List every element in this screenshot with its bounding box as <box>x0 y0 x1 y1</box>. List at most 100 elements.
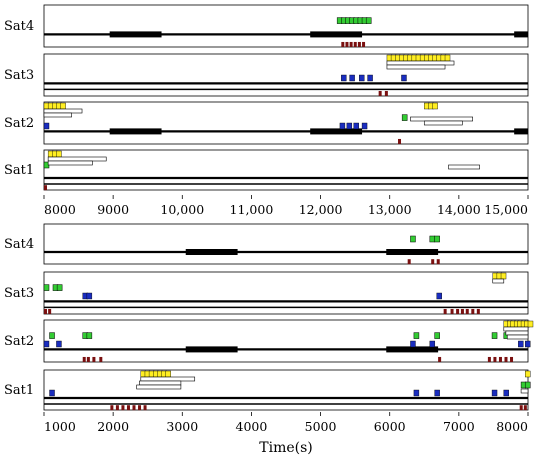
red-marker <box>450 308 454 314</box>
white-bar <box>47 156 107 162</box>
lane-label: Sat3 <box>4 68 34 83</box>
eclipse-bar <box>514 31 528 38</box>
blue-marker <box>349 74 355 82</box>
yellow-marker <box>444 54 451 62</box>
x-tick-label: 13,000 <box>368 202 412 217</box>
eclipse-bar <box>109 128 162 135</box>
red-marker <box>460 308 464 314</box>
yellow-marker <box>525 370 531 378</box>
lane-sat2: Sat2 <box>4 319 534 363</box>
x-tick-label: 7000 <box>443 419 475 434</box>
x-tick-label: 15,000 <box>484 202 528 217</box>
x-tick-label: 8000 <box>496 419 528 434</box>
red-marker <box>523 405 527 411</box>
red-marker <box>362 41 366 47</box>
x-tick-label: 5000 <box>305 419 337 434</box>
red-marker <box>86 356 90 362</box>
red-marker <box>82 356 86 362</box>
eclipse-bar <box>185 249 238 255</box>
x-tick-label: 4000 <box>236 419 268 434</box>
blue-marker <box>346 122 353 130</box>
red-marker <box>384 90 388 96</box>
lane-frame <box>43 319 529 363</box>
blue-marker <box>56 340 62 348</box>
green-marker <box>49 332 55 339</box>
red-marker <box>498 356 502 362</box>
white-bar <box>505 330 529 336</box>
red-marker <box>115 405 119 411</box>
lane-label: Sat2 <box>4 116 34 131</box>
x-tick-label: 8000 <box>44 202 76 217</box>
red-marker <box>519 405 523 411</box>
green-marker <box>491 332 498 339</box>
white-bar <box>43 112 72 118</box>
red-marker <box>456 308 460 314</box>
white-bar <box>386 64 446 70</box>
yellow-marker <box>432 102 438 110</box>
red-marker <box>504 356 508 362</box>
red-marker <box>436 259 440 265</box>
red-marker <box>378 90 382 96</box>
blue-marker <box>491 389 498 397</box>
red-marker <box>345 41 349 47</box>
eclipse-bar <box>310 128 363 135</box>
blue-marker <box>43 340 50 348</box>
panel-1: Sat4 Sat3 Sat2 Sat1 8000 9000 10,000 11,000 12,0… <box>4 4 529 217</box>
eclipse-bar <box>514 128 528 135</box>
red-marker <box>349 41 353 47</box>
x-tick-label: 9000 <box>97 202 129 217</box>
white-bar <box>492 278 505 284</box>
blue-marker <box>429 340 436 348</box>
red-marker <box>398 138 402 144</box>
lane-sat2: Sat2 <box>4 101 529 145</box>
green-marker <box>434 235 440 243</box>
red-marker <box>493 356 497 362</box>
red-marker <box>138 405 142 411</box>
lane-frame <box>43 4 529 48</box>
blue-marker <box>359 74 365 82</box>
white-bar <box>410 116 473 122</box>
green-marker <box>429 235 436 243</box>
yellow-marker <box>500 272 507 280</box>
lane-sat1: Sat1 <box>4 369 531 411</box>
blue-marker <box>341 74 347 82</box>
blue-marker <box>367 74 373 82</box>
green-marker <box>365 17 372 24</box>
green-marker <box>56 284 63 291</box>
lane-label: Sat1 <box>4 383 34 398</box>
red-marker <box>353 41 357 47</box>
white-bar <box>136 384 182 390</box>
red-marker <box>126 405 130 411</box>
red-marker <box>48 308 52 314</box>
blue-marker <box>436 292 442 300</box>
red-marker <box>471 308 475 314</box>
panel-2: Sat4 Sat3 Sat2 Sat1 1000 2000 3000 4000 5000 6000… <box>4 223 534 456</box>
x-tick-label: 12,000 <box>299 202 343 217</box>
green-marker <box>43 284 50 291</box>
white-bar <box>506 334 529 340</box>
blue-marker <box>525 340 531 348</box>
lane-sat4: Sat4 <box>4 4 529 48</box>
yellow-marker <box>60 102 66 110</box>
x-tick-label: 14,000 <box>437 202 481 217</box>
blue-marker <box>86 292 93 300</box>
red-marker <box>476 308 480 314</box>
green-marker <box>434 332 440 339</box>
red-marker <box>44 185 47 191</box>
red-marker <box>341 41 345 47</box>
red-marker <box>121 405 125 411</box>
lane-label: Sat4 <box>4 237 34 252</box>
lane-frame <box>43 223 529 265</box>
red-marker <box>465 308 469 314</box>
red-marker <box>110 405 114 411</box>
blue-marker <box>410 340 416 348</box>
green-marker <box>401 114 408 121</box>
eclipse-bar <box>386 346 439 353</box>
white-bar <box>386 60 455 66</box>
lane-sat1: Sat1 <box>4 149 529 191</box>
red-marker <box>487 356 491 362</box>
red-marker <box>510 356 514 362</box>
blue-marker <box>49 389 55 397</box>
lane-label: Sat2 <box>4 334 34 349</box>
